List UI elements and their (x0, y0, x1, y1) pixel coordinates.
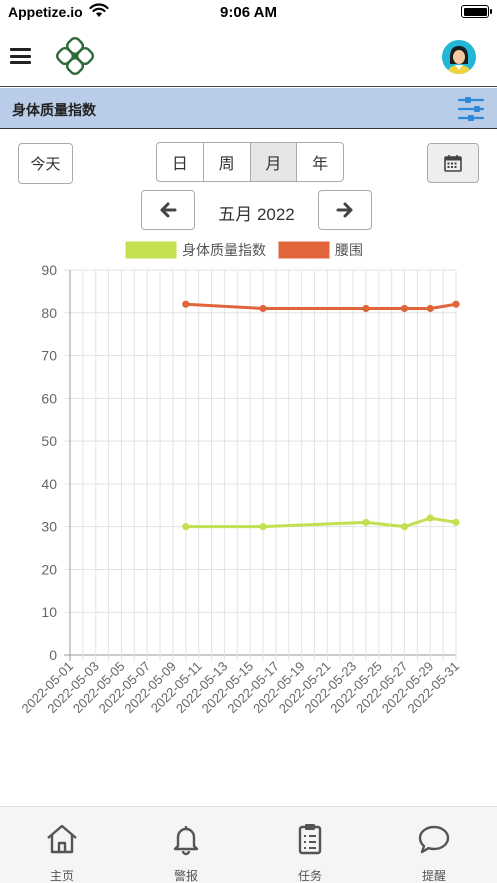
section-bar: 身体质量指数 (0, 88, 497, 129)
wifi-icon (89, 3, 109, 17)
line-chart: 身体质量指数 腰围01020304050607080902022-05-01202… (18, 241, 462, 716)
tab-home-label: 主页 (49, 869, 74, 883)
data-point (426, 304, 434, 313)
status-bar: Appetize.io 9:06 AM (0, 0, 497, 24)
data-point (400, 304, 409, 313)
prev-period-button[interactable] (141, 190, 195, 230)
tab-reminders-label: 提醒 (421, 869, 446, 883)
segment-week[interactable]: 周 (204, 143, 251, 181)
y-tick-label: 60 (41, 390, 57, 406)
data-point (426, 514, 434, 522)
y-tick-label: 30 (41, 519, 57, 535)
today-button[interactable]: 今天 (18, 143, 73, 184)
data-point (182, 523, 190, 531)
period-segmented-control: 日 周 月 年 (156, 142, 344, 182)
data-point (259, 304, 267, 313)
calendar-icon (444, 155, 462, 172)
arrow-left-icon (160, 202, 177, 218)
data-point (182, 300, 190, 308)
y-tick-label: 40 (41, 476, 57, 492)
tab-alerts[interactable]: 警报 (124, 807, 248, 883)
legend-label: 腰围 (335, 243, 363, 259)
series-line-1 (185, 302, 457, 310)
tab-reminders[interactable]: 提醒 (372, 807, 496, 883)
data-point (452, 300, 460, 308)
clover-logo-icon (56, 37, 94, 75)
bell-icon (173, 826, 199, 856)
data-point (362, 304, 370, 313)
user-avatar-icon[interactable] (442, 40, 476, 74)
status-carrier: Appetize.io (8, 4, 83, 20)
y-tick-label: 70 (41, 348, 57, 364)
y-tick-label: 20 (41, 561, 57, 577)
legend-swatch (278, 241, 330, 259)
segment-year[interactable]: 年 (312, 156, 329, 173)
legend-swatch (125, 241, 177, 259)
tab-alerts-label: 警报 (173, 869, 198, 883)
legend-label: 身体质量指数 (182, 243, 266, 259)
segment-month[interactable]: 月 (250, 143, 298, 181)
bottom-tab-bar: 主页 警报 任务 提醒 (0, 806, 497, 883)
period-label: 五月 2022 (218, 205, 295, 224)
y-tick-label: 80 (41, 305, 57, 321)
y-tick-label: 10 (41, 604, 57, 620)
status-time: 9:06 AM (220, 4, 277, 21)
app-header (0, 24, 497, 87)
data-point (400, 523, 409, 531)
section-title: 身体质量指数 (12, 102, 96, 118)
y-tick-label: 90 (41, 262, 57, 278)
y-tick-label: 50 (41, 433, 57, 449)
clipboard-icon (298, 824, 322, 855)
next-period-button[interactable] (318, 190, 372, 230)
chat-bubble-icon (418, 825, 450, 854)
home-icon (47, 824, 77, 854)
battery-icon (461, 5, 492, 18)
data-point (259, 523, 267, 531)
data-point (362, 518, 370, 526)
tab-tasks[interactable]: 任务 (248, 807, 372, 883)
calendar-button[interactable] (427, 143, 479, 183)
sliders-filter-icon[interactable] (457, 96, 485, 122)
segment-day[interactable]: 日 (157, 143, 204, 181)
tab-tasks-label: 任务 (297, 869, 322, 883)
arrow-right-icon (336, 202, 353, 218)
data-point (452, 518, 460, 526)
hamburger-menu-icon[interactable] (10, 48, 31, 64)
series-line-0 (185, 516, 457, 529)
tab-home[interactable]: 主页 (0, 807, 124, 883)
y-tick-label: 0 (49, 647, 57, 663)
